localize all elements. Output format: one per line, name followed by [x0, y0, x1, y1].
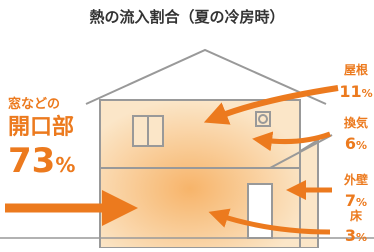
item-value: 3%	[345, 226, 367, 245]
item-value: 11%	[339, 82, 372, 101]
unit: %	[356, 139, 367, 152]
item-label: 外壁	[344, 172, 368, 187]
item-label: 換気	[344, 115, 368, 130]
main-label: 窓などの	[8, 96, 60, 112]
title: 熱の流入割合（夏の冷房時）	[89, 8, 284, 26]
item-label: 屋根	[344, 62, 368, 77]
unit: %	[55, 153, 75, 177]
main-label: 開口部	[8, 114, 74, 140]
main-value: 73%	[8, 141, 75, 181]
item-value: 6%	[345, 134, 367, 153]
unit: %	[362, 87, 373, 100]
value: 73	[8, 141, 55, 181]
unit: %	[356, 196, 367, 209]
value: 7	[345, 191, 356, 210]
house	[0, 50, 374, 248]
value: 6	[345, 134, 356, 153]
value: 3	[345, 226, 356, 245]
value: 11	[339, 82, 361, 101]
infographic: 熱の流入割合（夏の冷房時） 窓などの 開口部 73% 屋根11%換気6%外壁7%…	[0, 0, 374, 248]
item-value: 7%	[345, 191, 367, 210]
item-label: 床	[350, 208, 363, 223]
unit: %	[356, 231, 367, 244]
